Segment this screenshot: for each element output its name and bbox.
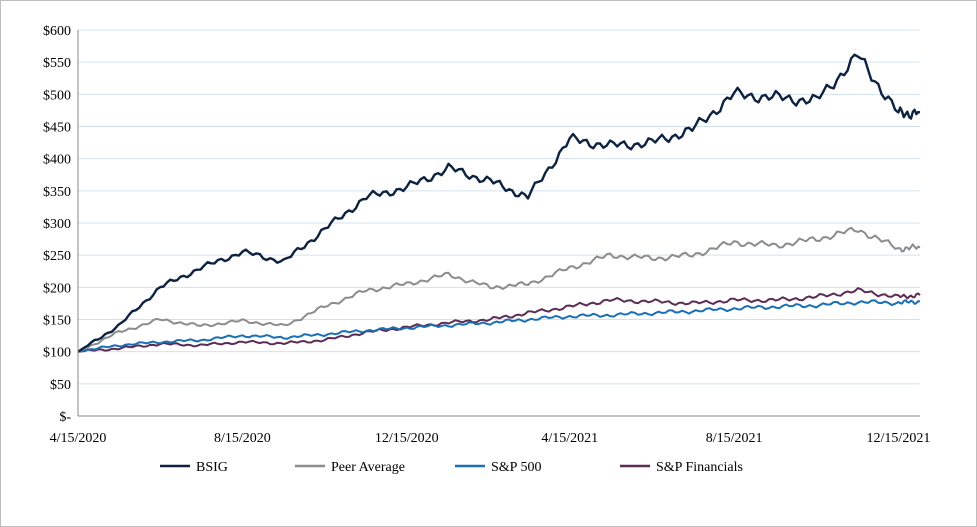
- x-tick-label: 4/15/2021: [541, 431, 598, 446]
- x-tick-label: 12/15/2020: [375, 431, 439, 446]
- y-tick-label: $300: [43, 217, 71, 232]
- legend-label: BSIG: [196, 460, 228, 475]
- y-tick-label: $100: [43, 346, 71, 361]
- legend-label: Peer Average: [331, 460, 405, 475]
- x-tick-label: 12/15/2021: [867, 431, 931, 446]
- y-tick-label: $-: [59, 410, 71, 425]
- series-line-s-p-financials: [77, 287, 921, 353]
- legend-label: S&P 500: [491, 460, 541, 475]
- gridlines: [78, 29, 920, 385]
- series-line-peer-average: [77, 226, 921, 353]
- y-tick-label: $200: [43, 281, 71, 296]
- legend: BSIG Peer Average S&P 500 S&P Financials: [160, 460, 743, 475]
- x-tick-label: 8/15/2021: [706, 431, 763, 446]
- series-line-s-p-500: [77, 299, 921, 353]
- y-tick-label: $250: [43, 249, 71, 264]
- y-tick-label: $400: [43, 153, 71, 168]
- series-lines: [77, 53, 921, 353]
- legend-label: S&P Financials: [656, 460, 743, 475]
- y-axis-ticks: $- $50 $100 $150 $200 $250 $300 $350 $400 $450 $50…: [43, 24, 71, 425]
- series-line-bsig: [77, 53, 921, 353]
- x-axis-ticks: 4/15/2020 8/15/2020 12/15/2020 4/15/2021 8/1…: [50, 431, 931, 446]
- y-tick-label: $450: [43, 121, 71, 136]
- y-tick-label: $50: [50, 378, 71, 393]
- x-tick-label: 4/15/2020: [50, 431, 107, 446]
- y-tick-label: $350: [43, 185, 71, 200]
- y-tick-label: $600: [43, 24, 71, 39]
- y-tick-label: $500: [43, 88, 71, 103]
- y-tick-label: $550: [43, 56, 71, 71]
- y-tick-label: $150: [43, 314, 71, 329]
- x-tick-label: 8/15/2020: [214, 431, 271, 446]
